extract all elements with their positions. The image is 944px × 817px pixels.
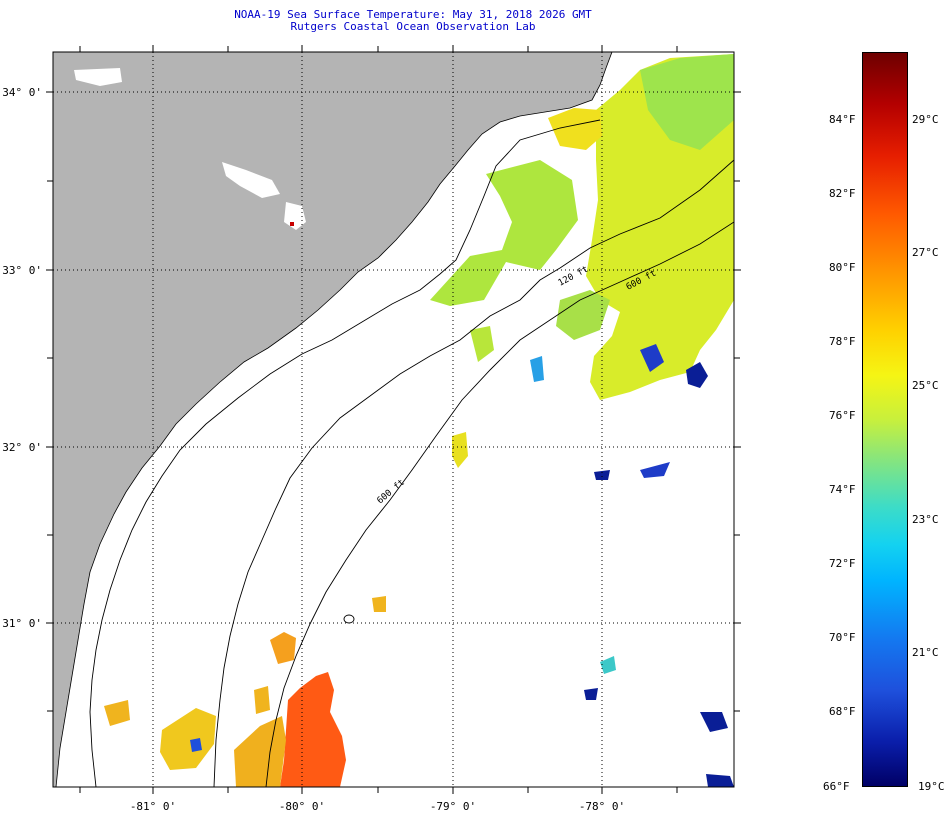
colorbar-label-f: 78°F	[829, 335, 856, 348]
map-frame	[52, 51, 735, 788]
colorbar-label-f: 82°F	[829, 187, 856, 200]
lon-label: -79° 0'	[430, 800, 476, 813]
sst-field-orange	[254, 686, 270, 714]
colorbar-label-f: 84°F	[829, 113, 856, 126]
cold-patch	[640, 462, 670, 478]
colorbar-label-f: 66°F	[823, 780, 850, 793]
lon-label: -78° 0'	[579, 800, 625, 813]
sst-patch	[452, 432, 468, 468]
map-subtitle: Rutgers Coastal Ocean Observation Lab	[290, 20, 536, 33]
lat-label: 34° 0'	[2, 86, 42, 99]
colorbar-label-c: 27°C	[912, 246, 939, 259]
colorbar-label-f: 70°F	[829, 631, 856, 644]
cold-patch	[640, 344, 664, 372]
colorbar-label-f: 68°F	[829, 705, 856, 718]
sst-patch	[372, 596, 386, 612]
cold-patch	[584, 688, 598, 700]
lon-label: -80° 0'	[279, 800, 325, 813]
minor-ticks	[47, 46, 740, 793]
colorbar-label-c: 19°C	[918, 780, 944, 793]
sst-field-orange	[160, 708, 216, 770]
sst-field-green	[430, 160, 578, 306]
sst-field-orange	[104, 700, 130, 726]
sst-field-green	[556, 290, 610, 340]
lat-label: 33° 0'	[2, 264, 42, 277]
sst-field-green	[640, 54, 734, 150]
colorbar-label-c: 25°C	[912, 379, 939, 392]
colorbar-label-f: 74°F	[829, 483, 856, 496]
land-mass	[53, 52, 613, 787]
lat-label: 32° 0'	[2, 441, 42, 454]
coastline-fringe	[261, 231, 419, 373]
axis-ticks	[46, 45, 741, 794]
sst-field-orange	[270, 632, 296, 664]
colorbar-label-c: 29°C	[912, 113, 939, 126]
cloud-patch	[222, 162, 280, 198]
cold-patch	[700, 712, 728, 732]
sst-field-warm	[280, 672, 346, 787]
cool-patch	[530, 356, 544, 382]
cloud-patch	[74, 68, 122, 86]
lat-label: 31° 0'	[2, 617, 42, 630]
temperature-colorbar	[862, 52, 908, 787]
map-title: NOAA-19 Sea Surface Temperature: May 31,…	[234, 8, 592, 21]
graticule	[53, 52, 734, 787]
contour-line-600ft	[265, 221, 734, 787]
colorbar-label-f: 72°F	[829, 557, 856, 570]
colorbar-label-f: 80°F	[829, 261, 856, 274]
map-area	[53, 52, 734, 787]
cloud-patch	[284, 202, 306, 230]
sst-field-green	[470, 326, 494, 362]
colorbar-label-c: 23°C	[912, 513, 939, 526]
cool-patch	[190, 738, 202, 752]
contour-line	[89, 119, 601, 787]
colorbar-label-f: 76°F	[829, 409, 856, 422]
lon-label: -81° 0'	[130, 800, 176, 813]
contour-line-120ft	[213, 159, 734, 787]
warm-pixel	[290, 222, 294, 226]
cool-patch	[600, 656, 616, 674]
colorbar-label-c: 21°C	[912, 646, 939, 659]
sst-field-yellow	[548, 108, 602, 150]
cold-patch	[706, 774, 734, 787]
cold-patch	[594, 470, 610, 480]
cold-patch	[686, 362, 708, 388]
